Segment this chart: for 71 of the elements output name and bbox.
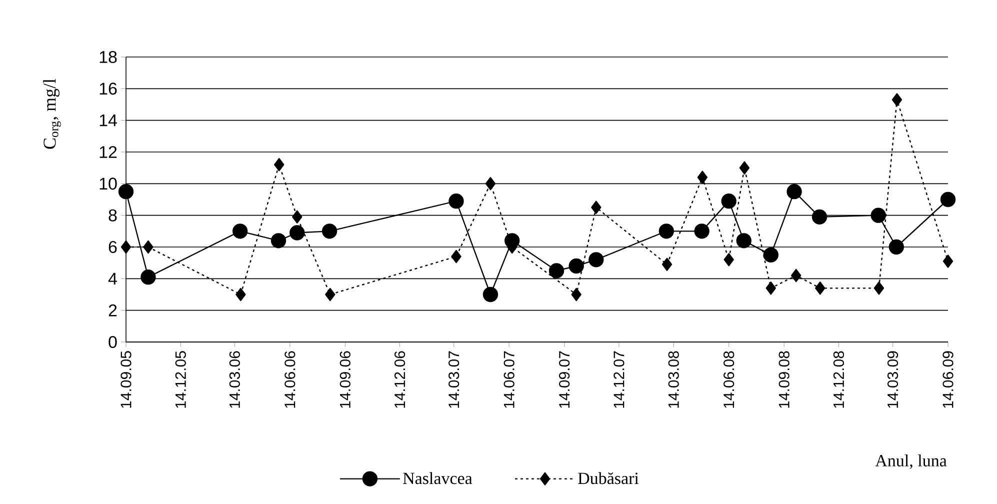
point <box>888 239 904 255</box>
y-tick-label: 18 <box>100 50 117 64</box>
x-tick-label: 14.09.06 <box>340 351 350 408</box>
x-tick-label: 14.09.08 <box>778 351 790 408</box>
point <box>588 252 604 268</box>
point <box>874 282 884 295</box>
point <box>140 269 156 285</box>
point <box>739 161 750 174</box>
x-tick-label: 14.12.08 <box>833 351 844 408</box>
point <box>292 210 302 224</box>
point <box>662 258 672 272</box>
point <box>274 158 284 172</box>
point <box>942 254 954 268</box>
point <box>568 258 584 274</box>
y-tick-label: 8 <box>108 209 117 222</box>
y-tick-label: 6 <box>108 240 117 254</box>
x-tick-label: 14.09.07 <box>559 351 570 408</box>
x-tick-label: 14.03.09 <box>887 351 898 408</box>
point <box>448 193 464 209</box>
x-tick-label: 14.03.06 <box>229 351 240 408</box>
point <box>766 282 776 295</box>
point <box>118 184 134 200</box>
point <box>571 288 582 302</box>
point <box>232 224 248 239</box>
point <box>786 184 802 200</box>
point <box>892 93 902 106</box>
y-tick-label: 10 <box>100 178 117 190</box>
point <box>721 193 736 209</box>
point <box>290 225 305 240</box>
point <box>270 233 286 248</box>
point <box>658 224 674 239</box>
point <box>694 224 710 239</box>
point <box>870 208 886 223</box>
point <box>940 192 956 208</box>
point <box>482 286 498 302</box>
point <box>812 209 828 225</box>
x-tick-label: 14.06.08 <box>724 351 734 408</box>
point <box>724 253 734 266</box>
point <box>120 240 132 254</box>
x-tick-label: 14.12.05 <box>175 351 186 408</box>
point <box>548 263 564 278</box>
x-tick-label: 14.12.07 <box>614 351 624 408</box>
y-tick-label: 0 <box>108 336 117 348</box>
y-tick-label: 16 <box>100 82 117 95</box>
point <box>697 170 708 184</box>
point <box>236 288 246 302</box>
x-tick-label: 14.09.05 <box>120 351 132 408</box>
point <box>451 250 462 264</box>
point <box>763 247 778 263</box>
x-tick-label: 14.03.07 <box>448 351 460 408</box>
y-axis-title: C$_{org}$, mg/l <box>43 78 61 149</box>
y-tick-label: 4 <box>108 272 117 285</box>
x-tick-label: 14.06.09 <box>942 351 954 408</box>
y-tick-label: 14 <box>100 114 117 126</box>
point <box>591 200 602 214</box>
x-tick-label: 14.06.07 <box>504 351 514 408</box>
point <box>790 268 802 282</box>
y-tick-label: 12 <box>100 146 117 158</box>
y-tick-label: 2 <box>108 304 117 316</box>
legend-label: Dubăsari <box>578 472 639 484</box>
x-axis-title: Anul, luna <box>875 454 947 469</box>
point <box>143 240 154 254</box>
legend-label: Naslavcea <box>403 472 472 484</box>
x-tick-label: 14.03.08 <box>668 351 679 408</box>
point <box>325 288 336 302</box>
x-tick-label: 14.12.06 <box>394 351 406 408</box>
x-tick-label: 14.06.06 <box>284 351 296 408</box>
point <box>815 282 826 295</box>
point <box>736 233 752 248</box>
point <box>322 224 338 239</box>
point <box>485 177 496 190</box>
